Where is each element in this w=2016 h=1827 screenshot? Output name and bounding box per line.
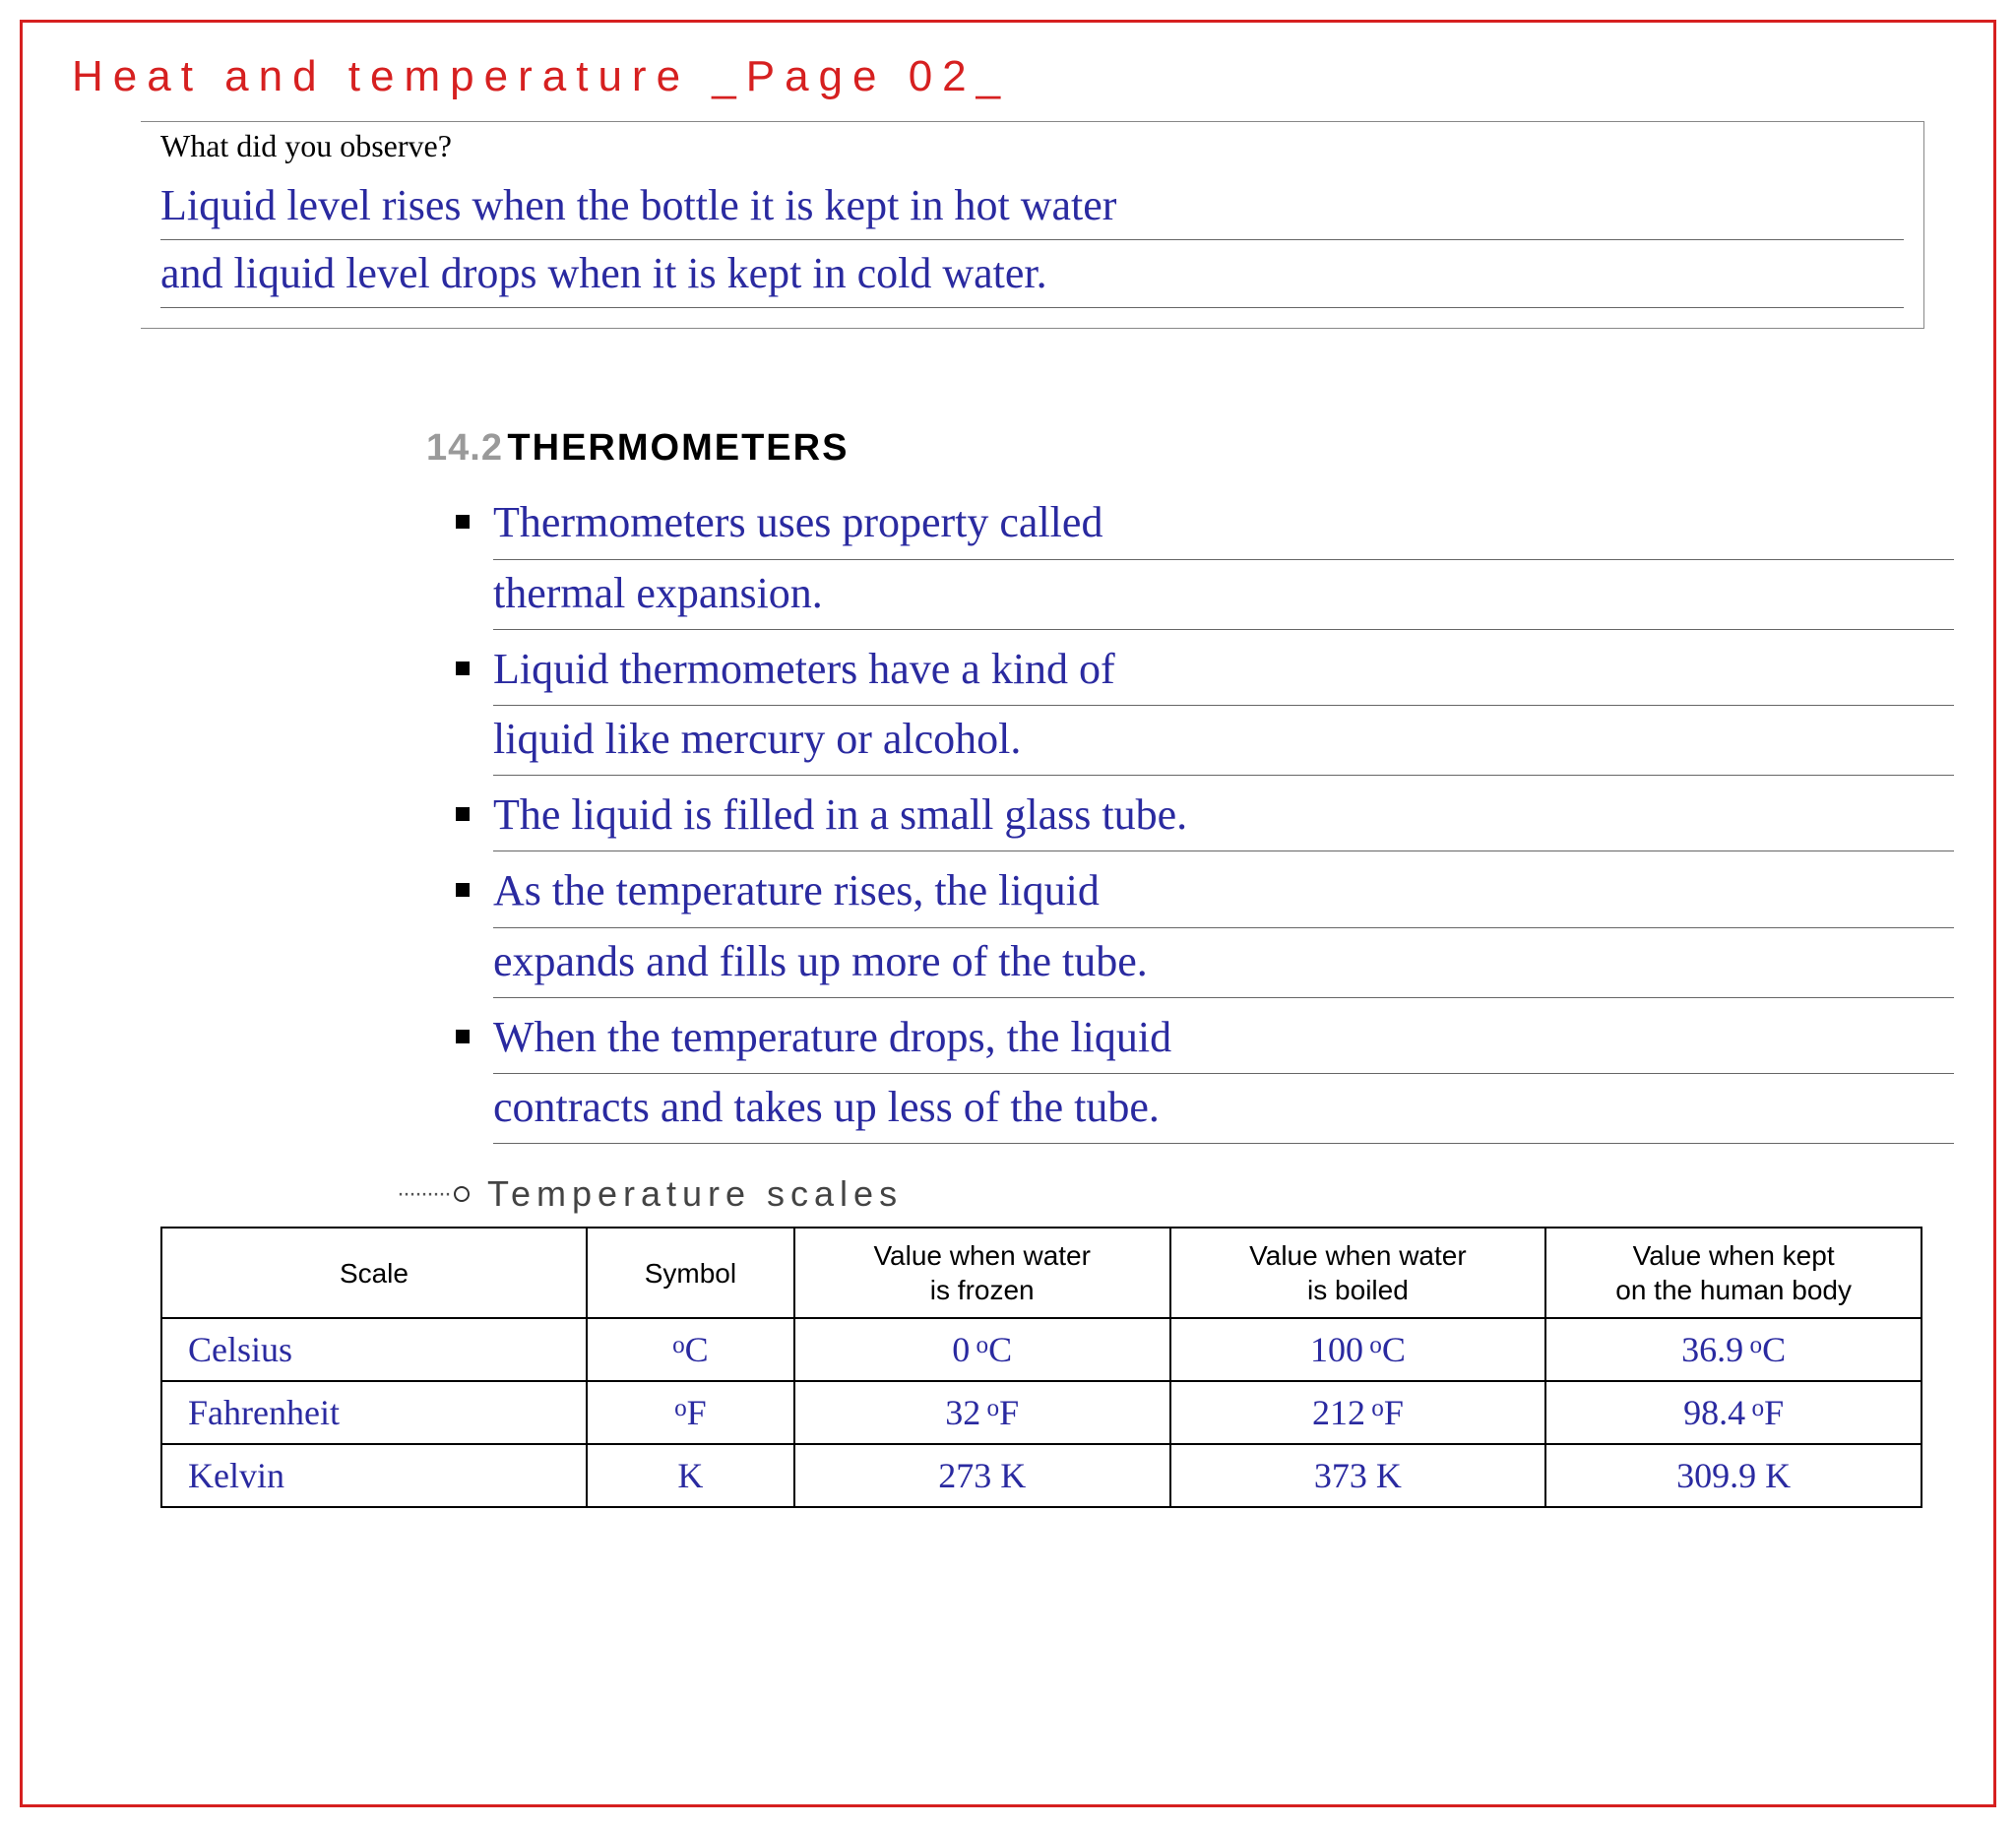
bullet-icon — [456, 883, 470, 897]
bullet-line: The liquid is filled in a small glass tu… — [493, 782, 1954, 851]
cell-symbol: oC — [587, 1318, 794, 1381]
cell-frozen: 32 oF — [794, 1381, 1170, 1444]
col-symbol: Symbol — [587, 1228, 794, 1318]
section-number: 14.2 — [426, 427, 503, 469]
page-frame: Heat and temperature _Page 02_ What did … — [20, 20, 1996, 1807]
cell-boiled: 212 oF — [1170, 1381, 1546, 1444]
bullet-line: When the temperature drops, the liquid — [493, 1004, 1954, 1074]
cell-frozen: 273 K — [794, 1444, 1170, 1507]
cell-frozen: 0 oC — [794, 1318, 1170, 1381]
answer-line-1: Liquid level rises when the bottle it is… — [160, 172, 1904, 240]
col-scale: Scale — [161, 1228, 587, 1318]
list-item: Thermometers uses property called therma… — [456, 489, 1954, 629]
cell-boiled: 100 oC — [1170, 1318, 1546, 1381]
observation-answer: Liquid level rises when the bottle it is… — [160, 172, 1904, 308]
page-title: Heat and temperature _Page 02_ — [72, 52, 1964, 101]
cell-symbol: oF — [587, 1381, 794, 1444]
answer-line-2: and liquid level drops when it is kept i… — [160, 240, 1904, 308]
col-body: Value when kepton the human body — [1545, 1228, 1922, 1318]
list-item: When the temperature drops, the liquid c… — [456, 1004, 1954, 1144]
col-boiled: Value when wateris boiled — [1170, 1228, 1546, 1318]
bullet-line: Thermometers uses property called — [493, 489, 1954, 559]
table-header-row: Scale Symbol Value when wateris frozen V… — [161, 1228, 1922, 1318]
cell-body: 309.9 K — [1545, 1444, 1922, 1507]
bullet-icon — [456, 1030, 470, 1043]
cell-symbol: K — [587, 1444, 794, 1507]
cell-scale: Fahrenheit — [161, 1381, 587, 1444]
scales-title: Temperature scales — [487, 1173, 903, 1215]
bullet-line: liquid like mercury or alcohol. — [493, 706, 1954, 776]
table-row: Celsius oC 0 oC 100 oC 36.9 oC — [161, 1318, 1922, 1381]
section-name: THERMOMETERS — [507, 427, 849, 469]
bullet-icon — [456, 662, 470, 675]
cell-boiled: 373 K — [1170, 1444, 1546, 1507]
circle-icon — [454, 1186, 470, 1202]
bullet-line: thermal expansion. — [493, 560, 1954, 630]
cell-body: 36.9 oC — [1545, 1318, 1922, 1381]
cell-scale: Kelvin — [161, 1444, 587, 1507]
table-row: Fahrenheit oF 32 oF 212 oF 98.4 oF — [161, 1381, 1922, 1444]
observation-box: What did you observe? Liquid level rises… — [141, 121, 1924, 329]
bullet-icon — [456, 807, 470, 821]
bullet-line: As the temperature rises, the liquid — [493, 857, 1954, 927]
observation-question: What did you observe? — [160, 128, 1904, 164]
list-item: Liquid thermometers have a kind of liqui… — [456, 636, 1954, 776]
cell-body: 98.4 oF — [1545, 1381, 1922, 1444]
table-row: Kelvin K 273 K 373 K 309.9 K — [161, 1444, 1922, 1507]
bullet-icon — [456, 515, 470, 529]
dotted-leader-icon: ········· — [397, 1180, 450, 1208]
bullet-line: expands and fills up more of the tube. — [493, 928, 1954, 998]
section-header: 14.2 THERMOMETERS — [426, 427, 1964, 470]
cell-scale: Celsius — [161, 1318, 587, 1381]
temperature-scales-table: Scale Symbol Value when wateris frozen V… — [160, 1227, 1922, 1508]
col-frozen: Value when wateris frozen — [794, 1228, 1170, 1318]
bullet-line: Liquid thermometers have a kind of — [493, 636, 1954, 706]
bullet-list: Thermometers uses property called therma… — [456, 489, 1954, 1144]
list-item: As the temperature rises, the liquid exp… — [456, 857, 1954, 997]
scales-header-row: ········· Temperature scales — [397, 1173, 1964, 1215]
bullet-line: contracts and takes up less of the tube. — [493, 1074, 1954, 1144]
list-item: The liquid is filled in a small glass tu… — [456, 782, 1954, 851]
